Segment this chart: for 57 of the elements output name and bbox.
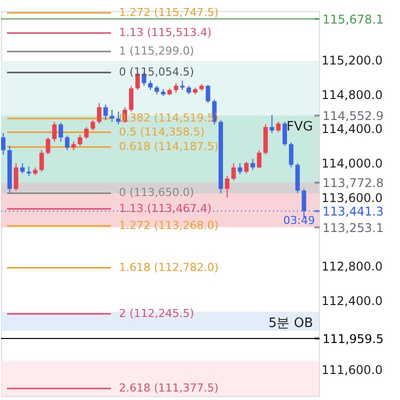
candlestick [270,114,274,134]
ref-line-label: 2 (112,245.5) [119,306,194,320]
y2-tick-label: 111,959.5 [322,332,384,346]
ref-line-label: 1.272 (115,747.5) [119,6,219,19]
ref-line-label: 0.5 (114,358.5) [119,125,205,138]
candlestick [231,162,236,181]
candlestick [282,121,288,146]
candlestick [78,134,82,146]
candlestick [244,160,249,174]
ref-line-label: 1.272 (113,268.0) [119,219,219,232]
candlestick [276,121,281,133]
ref-line-label: 0 (115,054.5) [119,65,194,78]
candlestick [84,126,89,140]
y-tick-label: 114,000.0 [322,156,383,171]
candlestick [250,158,256,170]
y-tick-label: 113,600.0 [322,190,383,205]
ref-line-label: 0.618 (114,187.5) [119,140,219,153]
band-label: FVG [286,120,313,135]
y-tick-label: 112,400.0 [322,294,383,308]
y2-tick-label: 114,552.9 [322,109,384,124]
y2-tick-label: 113,772.8 [322,176,384,190]
candlestick [90,120,96,131]
candlestick [46,136,50,156]
candlestick [238,162,242,175]
candlestick [288,142,294,168]
ref-line-label: 1.618 (112,782.0) [119,260,219,274]
candlestick [128,85,134,112]
candlestick [1,132,6,156]
y-tick-label: 114,400.0 [322,122,383,136]
candlestick [110,109,114,122]
y2-tick-label: 113,441.3 [322,204,384,219]
y-tick-label: 111,600.0 [322,362,383,377]
candlestick [58,122,64,142]
y2-tick-label: 113,253.1 [322,220,384,235]
candlestick [14,162,18,192]
ref-line-label: 2.618 (111,377.5) [119,381,219,394]
candlestick [26,166,32,176]
candlestick [96,102,102,124]
annotation: 03:49 [283,214,315,228]
candlestick [39,150,44,172]
ref-line-label: 0 (113,650.0) [119,186,194,200]
candlestick [52,121,57,142]
candlestick [64,135,70,151]
candlestick [224,176,230,198]
band-label: 5분 OB [268,316,313,331]
ref-line-label: 1.13 (115,513.4) [119,26,212,40]
candlestick [103,104,108,121]
y-tick-label: 112,800.0 [322,260,383,274]
candlestick [256,150,262,169]
candlestick [148,80,153,91]
y2-tick-label: 115,678.1 [322,12,384,26]
candlestick [206,84,210,104]
y-tick-label: 115,200.0 [322,53,383,68]
candlestick [20,162,25,174]
ref-line-label: 1.13 (113,467.4) [119,202,212,215]
ref-line-label: 1 (115,299.0) [119,44,194,58]
y-tick-label: 114,800.0 [322,88,383,102]
